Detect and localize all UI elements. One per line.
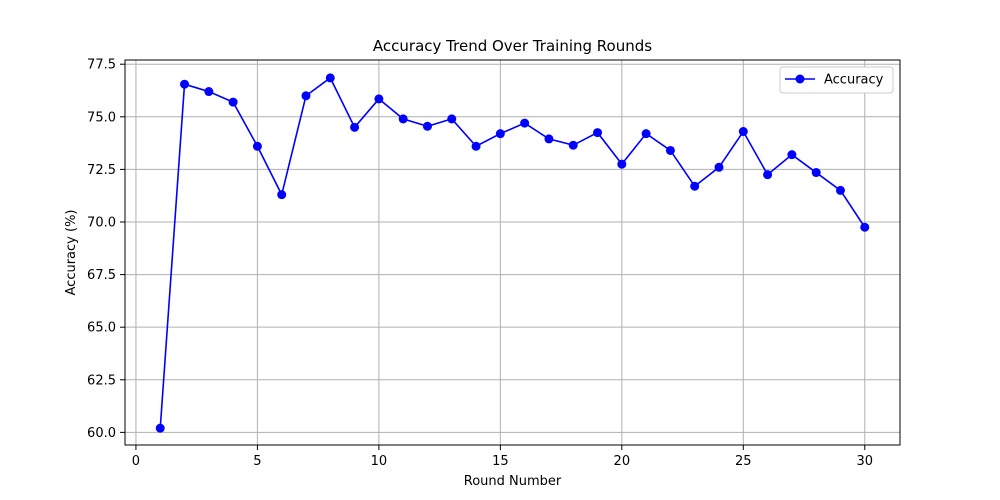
data-point (593, 128, 603, 138)
data-point (277, 190, 287, 200)
data-point (155, 423, 165, 433)
x-axis-label: Round Number (464, 474, 562, 489)
data-point (835, 185, 845, 195)
data-point (665, 145, 675, 155)
data-point (763, 170, 773, 180)
axis-ticks: 0 5 10 15 20 25 30 60.0 62.5 65.0 67.5 70.0 72.5 75.0… (87, 58, 873, 469)
series-line (159, 76, 866, 429)
data-point (690, 181, 700, 191)
legend-marker-swatch (795, 74, 805, 84)
legend-label: Accuracy (824, 73, 884, 88)
data-point (374, 94, 384, 104)
y-tick-label: 72.5 (87, 163, 116, 178)
data-point (422, 121, 432, 131)
data-point (325, 73, 335, 83)
x-tick-label: 15 (492, 454, 509, 469)
x-tick-label: 10 (371, 454, 388, 469)
grid (125, 60, 900, 445)
data-point (180, 79, 190, 89)
data-point (350, 122, 360, 132)
data-point (811, 168, 821, 178)
x-tick-label: 0 (132, 454, 140, 469)
y-tick-label: 70.0 (87, 215, 116, 230)
chart-title: Accuracy Trend Over Training Rounds (373, 37, 652, 55)
x-tick-label: 5 (253, 454, 261, 469)
plot-frame (124, 59, 901, 446)
data-point (252, 141, 262, 151)
legend-box (779, 66, 894, 94)
x-tick-label: 25 (735, 454, 752, 469)
y-tick-label: 67.5 (87, 268, 116, 283)
data-point (860, 222, 870, 232)
y-tick-label: 62.5 (87, 373, 116, 388)
data-point (398, 114, 408, 124)
data-point (495, 129, 505, 139)
data-point (471, 141, 481, 151)
y-tick-label: 77.5 (87, 58, 116, 73)
data-point (641, 129, 651, 139)
y-tick-label: 65.0 (87, 321, 116, 336)
data-point (568, 140, 578, 150)
x-tick-label: 20 (614, 454, 631, 469)
y-axis-label: Accuracy (%) (64, 210, 79, 296)
data-point (204, 87, 214, 97)
data-point (617, 159, 627, 169)
data-point (301, 91, 311, 101)
y-tick-label: 75.0 (87, 110, 116, 125)
data-point (520, 118, 530, 128)
legend: Accuracy (779, 66, 894, 94)
data-point (714, 162, 724, 172)
x-tick-label: 30 (856, 454, 873, 469)
data-point (787, 150, 797, 160)
data-point (738, 127, 748, 137)
data-point (228, 97, 238, 107)
data-point (544, 134, 554, 144)
series-layer (155, 73, 870, 433)
data-point (447, 114, 457, 124)
y-tick-label: 60.0 (87, 426, 116, 441)
